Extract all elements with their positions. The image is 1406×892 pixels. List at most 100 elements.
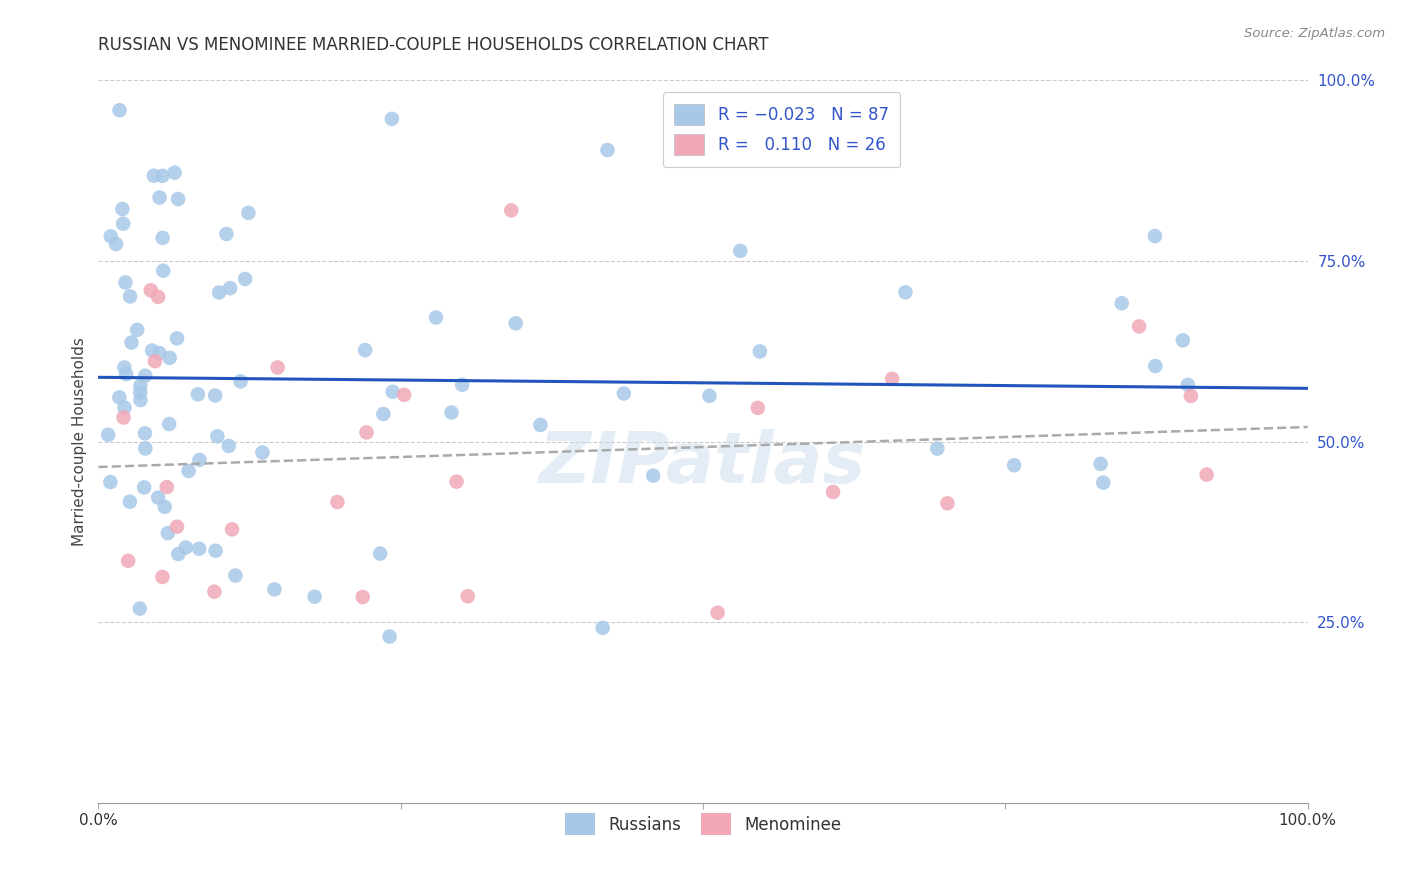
Point — [1180, 389, 1202, 403]
Point — [120, 289, 142, 303]
Point — [134, 368, 156, 383]
Point — [596, 143, 619, 157]
Point — [219, 281, 242, 295]
Point — [114, 276, 136, 290]
Point — [128, 601, 150, 615]
Point — [446, 475, 468, 489]
Point — [1111, 296, 1133, 310]
Point — [100, 229, 122, 244]
Text: RUSSIAN VS MENOMINEE MARRIED-COUPLE HOUSEHOLDS CORRELATION CHART: RUSSIAN VS MENOMINEE MARRIED-COUPLE HOUS… — [98, 36, 769, 54]
Point — [204, 584, 226, 599]
Point — [252, 445, 274, 459]
Point — [215, 227, 238, 241]
Point — [207, 429, 229, 443]
Point — [166, 519, 188, 533]
Point — [143, 354, 166, 368]
Point — [218, 439, 240, 453]
Point — [821, 485, 844, 500]
Point — [134, 480, 156, 494]
Point — [381, 112, 404, 126]
Point — [699, 389, 721, 403]
Point — [392, 388, 415, 402]
Point — [121, 335, 143, 350]
Point — [326, 495, 349, 509]
Point — [97, 427, 120, 442]
Point — [108, 390, 131, 404]
Point — [188, 453, 211, 467]
Point — [373, 407, 395, 421]
Text: Source: ZipAtlas.com: Source: ZipAtlas.com — [1244, 27, 1385, 40]
Point — [208, 285, 231, 300]
Point — [440, 405, 463, 419]
Y-axis label: Married-couple Households: Married-couple Households — [72, 337, 87, 546]
Point — [592, 621, 614, 635]
Point — [204, 543, 226, 558]
Point — [153, 500, 176, 514]
Point — [127, 323, 149, 337]
Point — [152, 263, 174, 277]
Point — [381, 384, 404, 399]
Point — [156, 480, 179, 494]
Point — [1090, 457, 1112, 471]
Point — [156, 526, 179, 541]
Point — [146, 491, 169, 505]
Point — [152, 231, 174, 245]
Point — [111, 202, 134, 216]
Point — [224, 568, 246, 582]
Point — [457, 589, 479, 603]
Text: ZIPatlas: ZIPatlas — [540, 429, 866, 498]
Point — [188, 541, 211, 556]
Legend: Russians, Menominee: Russians, Menominee — [558, 806, 848, 841]
Point — [114, 401, 136, 415]
Point — [134, 426, 156, 441]
Point — [1143, 229, 1166, 244]
Point — [117, 554, 139, 568]
Point — [706, 606, 728, 620]
Point — [139, 283, 162, 297]
Point — [152, 570, 174, 584]
Point — [747, 401, 769, 415]
Point — [104, 237, 127, 252]
Point — [1177, 377, 1199, 392]
Point — [354, 343, 377, 358]
Point — [148, 346, 170, 360]
Point — [1002, 458, 1025, 473]
Point — [356, 425, 378, 440]
Point — [352, 590, 374, 604]
Point — [112, 217, 135, 231]
Point — [221, 522, 243, 536]
Point — [177, 464, 200, 478]
Point — [304, 590, 326, 604]
Point — [146, 290, 169, 304]
Point — [501, 203, 523, 218]
Point — [142, 169, 165, 183]
Point — [378, 630, 401, 644]
Point — [167, 547, 190, 561]
Point — [100, 475, 122, 489]
Point — [108, 103, 131, 118]
Point — [643, 468, 665, 483]
Point — [505, 316, 527, 330]
Point — [238, 206, 260, 220]
Point — [152, 169, 174, 183]
Point — [166, 331, 188, 345]
Point — [266, 360, 288, 375]
Point — [894, 285, 917, 300]
Point — [368, 547, 391, 561]
Point — [118, 494, 141, 508]
Point — [229, 375, 252, 389]
Point — [141, 343, 163, 358]
Point — [159, 351, 181, 365]
Point — [129, 393, 152, 408]
Point — [748, 344, 770, 359]
Point — [1144, 359, 1167, 373]
Point — [134, 442, 156, 456]
Point — [187, 387, 209, 401]
Point — [1128, 319, 1150, 334]
Point — [613, 386, 636, 401]
Point — [451, 377, 474, 392]
Point — [157, 417, 180, 431]
Point — [112, 410, 135, 425]
Point — [204, 388, 226, 402]
Point — [263, 582, 285, 597]
